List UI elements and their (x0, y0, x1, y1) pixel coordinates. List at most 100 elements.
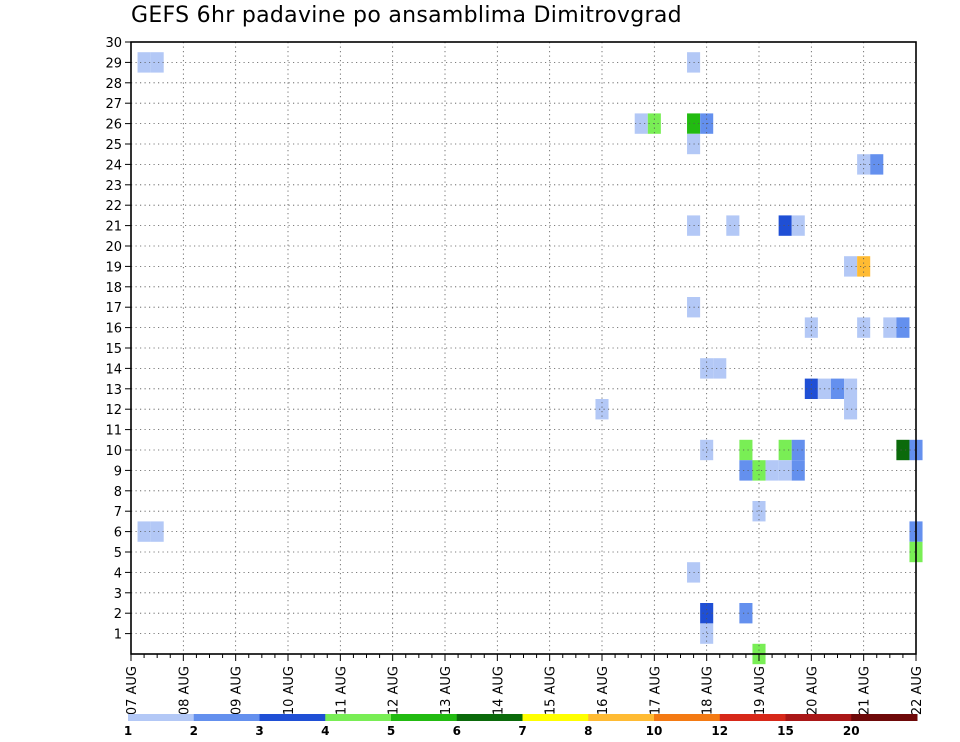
y-tick-label: 14 (105, 362, 122, 377)
y-tick-label: 24 (105, 158, 122, 173)
legend-swatch (851, 714, 918, 721)
data-cell (857, 317, 871, 338)
x-tick-label: 19 AUG (753, 666, 768, 715)
data-cell (634, 113, 648, 134)
x-tick-label: 09 AUG (230, 666, 245, 715)
y-tick-label: 13 (105, 383, 122, 398)
x-tick-label: 15 AUG (544, 666, 559, 715)
x-tick-label: 20 AUG (805, 666, 820, 715)
x-tick-label: 11 AUG (334, 666, 349, 715)
data-cell (791, 215, 805, 236)
data-cell (883, 317, 897, 338)
data-cell (857, 256, 871, 277)
data-cell (700, 623, 714, 644)
y-tick-label: 18 (105, 281, 122, 296)
data-cell (844, 399, 858, 420)
y-tick-label: 30 (105, 36, 122, 51)
legend-label: 5 (387, 724, 395, 738)
legend-label: 1 (124, 724, 132, 738)
cells-layer (137, 52, 923, 665)
legend-swatch (654, 714, 721, 721)
y-tick-label: 22 (105, 199, 122, 214)
y-tick-label: 4 (114, 566, 122, 581)
data-cell (765, 460, 779, 481)
data-cell (726, 215, 740, 236)
x-axis: 07 AUG 08 AUG 09 AUG 10 AUG 11 AUG 12 AUG 13 A… (125, 654, 925, 715)
legend-swatch (193, 714, 260, 721)
data-cell (700, 439, 714, 461)
y-tick-label: 7 (114, 505, 122, 520)
y-tick-label: 12 (105, 403, 122, 418)
data-cell (739, 603, 753, 624)
legend-swatch (522, 714, 589, 721)
legend-swatch (719, 714, 786, 721)
legend-label: 8 (584, 724, 592, 738)
color-legend: 1 2 3 4 5 6 7 8 10 12 15 20 (124, 714, 918, 738)
y-tick-label: 27 (105, 97, 122, 112)
x-tick-label: 18 AUG (701, 666, 716, 715)
grid-layer (130, 41, 917, 654)
data-cell (870, 154, 884, 175)
data-cell (713, 358, 727, 379)
legend-label: 7 (518, 724, 526, 738)
y-tick-label: 3 (114, 587, 122, 602)
y-tick-label: 26 (105, 118, 122, 133)
data-cell (791, 460, 805, 481)
y-tick-label: 16 (105, 322, 122, 337)
data-cell (778, 215, 792, 236)
y-tick-label: 21 (105, 220, 122, 235)
data-cell (150, 52, 164, 73)
y-tick-label: 1 (114, 628, 122, 643)
legend-label: 12 (711, 724, 728, 738)
y-tick-label: 5 (114, 546, 122, 561)
data-cell (739, 439, 753, 461)
legend-swatch (325, 714, 392, 721)
data-cell (778, 439, 792, 461)
x-tick-label: 21 AUG (858, 666, 873, 715)
legend-swatch (785, 714, 852, 721)
y-tick-label: 19 (105, 260, 122, 275)
legend-swatch (588, 714, 655, 721)
legend-swatch (259, 714, 326, 721)
legend-label: 2 (190, 724, 198, 738)
x-tick-label: 10 AUG (282, 666, 297, 715)
x-tick-label: 08 AUG (177, 666, 192, 715)
data-cell (844, 256, 858, 277)
data-cell (896, 317, 910, 338)
x-tick-label: 17 AUG (648, 666, 663, 715)
chart-title: GEFS 6hr padavine po ansamblima Dimitrov… (131, 3, 682, 28)
y-tick-label: 28 (105, 77, 122, 92)
data-cell (739, 460, 753, 481)
data-cell (700, 603, 714, 624)
x-tick-label: 16 AUG (596, 666, 611, 715)
legend-swatch (391, 714, 458, 721)
legend-label: 20 (843, 724, 860, 738)
y-tick-label: 15 (105, 342, 122, 357)
x-tick-label: 14 AUG (491, 666, 506, 715)
data-cell (700, 358, 714, 379)
y-tick-label: 25 (105, 138, 122, 153)
data-cell (595, 399, 609, 420)
y-tick-label: 17 (105, 301, 122, 316)
y-tick-label: 20 (105, 240, 122, 255)
y-tick-label: 2 (114, 607, 122, 622)
legend-label: 15 (777, 724, 794, 738)
data-cell (778, 460, 792, 481)
y-tick-label: 9 (114, 464, 122, 479)
y-tick-label: 8 (114, 485, 122, 500)
legend-label: 3 (255, 724, 263, 738)
x-tick-label: 13 AUG (439, 666, 454, 715)
data-cell (137, 521, 151, 542)
data-cell (791, 439, 805, 461)
legend-label: 4 (321, 724, 329, 738)
x-tick-label: 12 AUG (387, 666, 402, 715)
legend-label: 10 (646, 724, 663, 738)
legend-swatch (128, 714, 195, 721)
y-tick-label: 10 (105, 444, 122, 459)
data-cell (137, 52, 151, 73)
y-tick-label: 6 (114, 526, 122, 541)
legend-label: 6 (453, 724, 461, 738)
y-tick-label: 23 (105, 179, 122, 194)
y-tick-label: 29 (105, 56, 122, 71)
